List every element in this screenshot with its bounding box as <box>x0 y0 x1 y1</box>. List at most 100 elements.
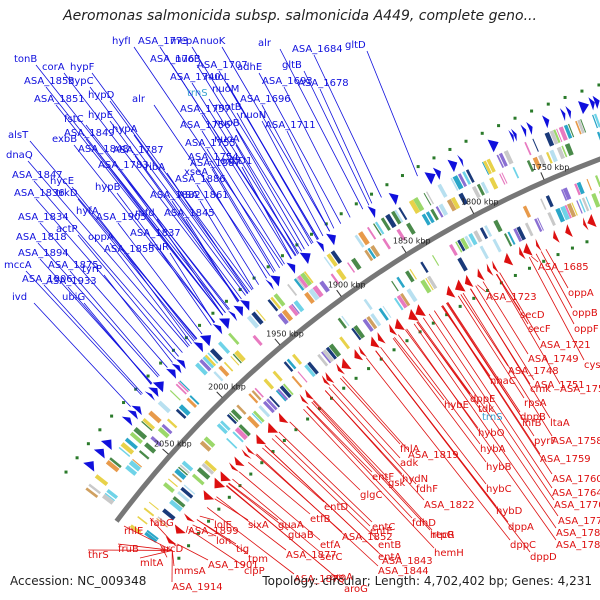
forward-cog-track-inner <box>104 492 116 502</box>
reverse-cds-arrow <box>278 412 289 424</box>
reverse-cog-track-inner <box>199 440 212 452</box>
reverse-cog-track-inner <box>220 420 231 431</box>
reverse-cog-track-inner <box>586 178 592 191</box>
reverse-cog-track-inner <box>229 412 239 422</box>
forward-cog-track <box>195 362 208 376</box>
reverse-cog-track <box>566 203 577 218</box>
reverse-cds-arrow <box>305 389 315 400</box>
forward-cog-track <box>169 390 181 401</box>
forward-gene-label: gltD <box>345 40 366 51</box>
forward-cog-track <box>330 250 343 264</box>
forward-gene-label: tonB <box>14 54 37 65</box>
forward-cog-track <box>204 354 217 367</box>
reverse-cog-track-inner <box>226 413 237 425</box>
reverse-cog-track-inner <box>167 478 178 488</box>
ruler-label: 2000 kbp <box>208 382 246 391</box>
reverse-gene-label: guaB <box>288 530 314 541</box>
forward-gene-label: ASA_1773 <box>138 36 189 47</box>
reverse-gene-label: fruB <box>118 544 139 555</box>
forward-cog-track <box>425 191 435 205</box>
marker-dot <box>432 156 436 160</box>
reverse-gene-label: fdhD <box>412 518 436 529</box>
forward-cog-track-inner <box>186 397 198 409</box>
leader-line <box>208 98 303 252</box>
leader-line <box>460 294 509 367</box>
forward-gene-label: hypF <box>70 62 95 73</box>
reverse-cog-track-inner <box>236 404 247 415</box>
forward-cog-track <box>408 199 421 214</box>
forward-cog-track-inner <box>319 280 330 293</box>
reverse-cog-track <box>238 424 251 437</box>
reverse-gene-label: fdhF <box>416 484 438 495</box>
marker-dot <box>556 253 560 257</box>
reverse-cog-track <box>370 313 382 327</box>
forward-cds-arrow <box>144 391 155 401</box>
reverse-cog-track <box>251 412 263 424</box>
forward-gene-label: alsT <box>8 130 29 141</box>
reverse-gene-label: dppC <box>510 540 536 551</box>
leader-line <box>496 273 561 385</box>
forward-gene-label: nuoA <box>214 134 240 145</box>
forward-cds-arrow <box>227 310 238 322</box>
forward-gene-label: ASA_1875 <box>48 260 99 271</box>
leader-line <box>201 114 292 260</box>
forward-cog-track-inner <box>166 418 178 429</box>
marker-dot <box>238 288 242 292</box>
forward-cds-arrow <box>121 416 133 426</box>
forward-cog-track <box>85 487 99 498</box>
forward-cog-track <box>157 400 171 414</box>
marker-dot <box>563 95 567 99</box>
reverse-cog-track-inner <box>484 225 493 237</box>
reverse-cog-track <box>534 218 543 233</box>
reverse-gene-label: tig <box>236 544 249 555</box>
genome-backbone <box>114 156 600 523</box>
marker-dot <box>448 147 452 151</box>
reverse-cog-track <box>234 427 248 441</box>
leader-line <box>365 357 511 541</box>
leader-line <box>55 104 224 316</box>
leader-line <box>416 321 483 413</box>
forward-gene-label: fstC <box>64 114 84 125</box>
reverse-gene-label: ASA_1901 <box>208 560 259 571</box>
forward-cog-track <box>483 160 492 175</box>
reverse-gene-label: fhlA <box>400 444 420 455</box>
forward-cog-track <box>118 446 131 457</box>
forward-cog-track-inner <box>396 228 406 241</box>
leader-line <box>319 88 373 204</box>
reverse-cog-track <box>420 279 432 294</box>
marker-dot <box>330 396 334 400</box>
leader-line <box>99 154 223 316</box>
reverse-cog-track-inner <box>464 235 473 248</box>
forward-cog-track <box>391 210 402 225</box>
reverse-cog-track-inner <box>457 239 466 252</box>
reverse-cog-track-inner <box>595 175 600 188</box>
reverse-gene-label: cmk <box>530 384 551 395</box>
reverse-cds-arrow <box>535 238 542 252</box>
reverse-cog-track-inner <box>254 387 264 398</box>
forward-cog-track <box>120 442 135 455</box>
forward-gene-label: ASA_1756 <box>180 120 231 131</box>
forward-cog-track <box>300 272 313 287</box>
reverse-cog-track-inner <box>292 353 303 365</box>
marker-dot <box>405 339 409 343</box>
leader-line <box>139 550 173 559</box>
reverse-gene-label: arcD <box>160 544 184 555</box>
reverse-cog-track-inner <box>230 408 243 421</box>
reverse-cog-track-inner <box>178 466 189 476</box>
reverse-gene-label: adk <box>400 458 418 469</box>
reverse-cds-arrow <box>587 213 597 227</box>
marker-dot <box>252 276 256 280</box>
reverse-cog-track <box>579 199 586 213</box>
leader-line <box>117 543 173 551</box>
marker-dot <box>260 461 264 465</box>
reverse-cog-track <box>576 200 583 214</box>
leader-line <box>166 172 249 294</box>
reverse-gene-label: ASA_1877 <box>286 550 337 561</box>
marker-dot <box>324 222 328 226</box>
leader-line <box>535 253 575 325</box>
reverse-cog-track-inner <box>460 237 470 250</box>
leader-line <box>206 507 295 575</box>
reverse-cog-track <box>504 233 513 247</box>
forward-gene-label: hycE <box>50 176 74 187</box>
leader-line <box>422 317 559 517</box>
